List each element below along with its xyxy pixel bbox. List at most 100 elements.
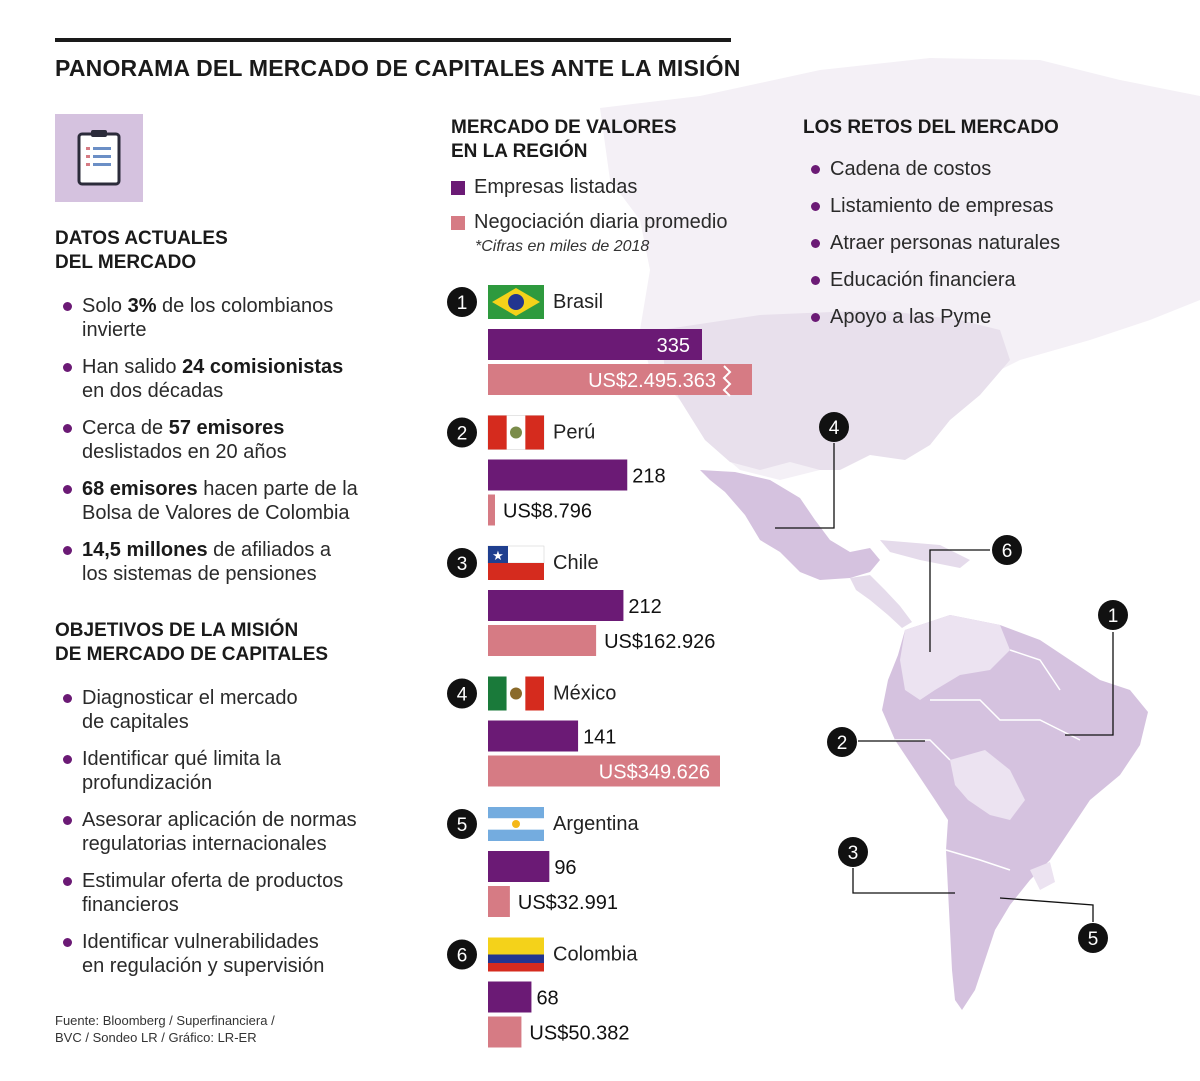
bar-listed-argentina <box>488 851 550 882</box>
datos-item-pre: Solo <box>82 295 128 317</box>
flag-emblem <box>510 426 522 439</box>
bolivia-shape <box>950 750 1025 820</box>
bar-trading-argentina <box>488 886 510 917</box>
bar-listed-label-colombia: 68 <box>536 988 558 1010</box>
objetivos-item-line2: financieros <box>82 894 179 916</box>
datos-item-line1: 68 emisores hacen parte de la <box>82 477 395 501</box>
datos-item: Han salido 24 comisionistas en dos década… <box>55 355 395 403</box>
bar-listed-brasil <box>488 329 702 360</box>
callout-line-3 <box>852 868 955 894</box>
uruguay-shape <box>1030 862 1055 890</box>
rank-badge-perú <box>447 417 477 448</box>
rank-badge-argentina-label: 5 <box>457 815 468 836</box>
datos-item: 14,5 millones de afiliados a los sistemas… <box>55 538 395 586</box>
map-callout-1-label: 1 <box>1108 606 1119 627</box>
axis-break-icon <box>722 365 732 397</box>
map-callout-6 <box>992 535 1022 565</box>
bullet-dot <box>63 938 72 947</box>
objetivos-title: OBJETIVOS DE LA MISIÓN DE MERCADO DE CAP… <box>55 619 328 667</box>
bullet-dot <box>811 165 820 174</box>
datos-item-line2: en dos décadas <box>82 380 224 402</box>
bar-listed-méxico <box>488 720 579 752</box>
bullet-dot <box>63 485 72 494</box>
flag-right <box>525 415 544 450</box>
datos-item: 68 emisores hacen parte de la Bolsa de Va… <box>55 477 395 525</box>
datos-item-post: de los colombianos <box>156 295 334 317</box>
retos-item: Educación financiera <box>803 268 1143 292</box>
map-callout-5-label: 5 <box>1088 929 1099 950</box>
datos-title: DATOS ACTUALES DEL MERCADO <box>55 227 228 275</box>
retos-item-label: Educación financiera <box>830 269 1016 291</box>
chile-flag-icon: ★ <box>487 545 545 580</box>
bar-listed-label-brasil: 335 <box>657 335 690 357</box>
bullet-dot <box>63 363 72 372</box>
bar-trading-colombia <box>488 1016 522 1048</box>
bullet-dot <box>63 755 72 764</box>
map-callout-6-label: 6 <box>1002 541 1013 562</box>
datos-item-highlight: 14,5 millones <box>82 539 208 561</box>
objetivos-item-line1: Identificar vulnerabilidades <box>82 931 319 953</box>
datos-item-highlight: 3% <box>127 295 157 317</box>
objetivos-item-line1: Asesorar aplicación de normas <box>82 809 357 831</box>
bullet-dot <box>811 239 820 248</box>
objetivos-item-line2: de capitales <box>82 711 189 733</box>
central-america-shape <box>850 575 912 628</box>
rank-badge-méxico <box>447 678 477 709</box>
objetivos-item: Asesorar aplicación de normas regulatoria… <box>55 808 400 856</box>
objetivos-list: Diagnosticar el mercado de capitales Ident… <box>55 686 400 991</box>
country-label-méxico: México <box>553 683 616 705</box>
datos-item-post: hacen parte de la <box>197 478 358 500</box>
bar-trading-méxico <box>488 755 720 787</box>
bar-trading-label-brasil: US$2.495.363 <box>588 370 716 392</box>
mercado-title-line2: EN LA REGIÓN <box>451 141 588 162</box>
datos-item-line2: deslistados en 20 años <box>82 441 287 463</box>
datos-item-pre: Cerca de <box>82 417 169 439</box>
bullet-dot <box>63 694 72 703</box>
bar-trading-chile <box>488 625 597 656</box>
footnote: *Cifras en miles de 2018 <box>475 238 650 255</box>
bar-trading-brasil <box>488 364 752 395</box>
rank-badge-colombia-label: 6 <box>457 946 468 967</box>
retos-item-label: Apoyo a las Pyme <box>830 306 992 328</box>
bar-trading-label-argentina: US$32.991 <box>518 892 618 914</box>
objetivos-item: Estimular oferta de productos financieros <box>55 869 400 917</box>
flag-sun <box>512 820 520 828</box>
rank-badge-argentina <box>447 809 477 839</box>
bar-trading-label-méxico: US$349.626 <box>599 762 710 784</box>
colombia-flag-icon <box>488 937 544 972</box>
greenland-shape <box>1010 80 1170 190</box>
legend-listed-swatch <box>451 181 465 195</box>
bullet-dot <box>63 816 72 825</box>
objetivos-item-line1: Identificar qué limita la <box>82 748 281 770</box>
north-south-america-shape <box>900 615 1010 700</box>
mexico-flag-icon <box>488 676 544 711</box>
map-callout-2 <box>827 727 857 757</box>
retos-item: Atraer personas naturales <box>803 231 1143 255</box>
bar-listed-chile <box>488 590 624 621</box>
usa-shape <box>660 310 1010 470</box>
retos-title: LOS RETOS DEL MERCADO <box>803 117 1059 138</box>
datos-item-line1: Han salido 24 comisionistas <box>82 355 395 379</box>
country-label-colombia: Colombia <box>553 944 638 966</box>
objetivos-item-line1: Estimular oferta de productos <box>82 870 344 892</box>
callout-line-5 <box>999 897 1094 922</box>
datos-item-line2: Bolsa de Valores de Colombia <box>82 502 350 524</box>
datos-item-line2: los sistemas de pensiones <box>82 563 317 585</box>
flag-right <box>525 676 544 711</box>
map-callout-3 <box>838 837 868 867</box>
source-note: Fuente: Bloomberg / Superfinanciera / BV… <box>55 1012 275 1046</box>
caribbean-shape <box>880 540 970 568</box>
datos-item-post: de afiliados a <box>207 539 332 561</box>
datos-title-line2: DEL MERCADO <box>55 252 197 273</box>
country-borders <box>895 649 1081 871</box>
source-line2: BVC / Sondeo LR / Gráfico: LR-ER <box>55 1030 257 1045</box>
bullet-dot <box>811 276 820 285</box>
map-callout-4 <box>819 412 849 442</box>
flag-left <box>488 676 507 711</box>
flag-canton <box>488 546 508 563</box>
flag-top <box>488 937 544 955</box>
country-label-brasil: Brasil <box>553 291 603 313</box>
mercado-title: MERCADO DE VALORES EN LA REGIÓN <box>451 116 677 164</box>
datos-title-line1: DATOS ACTUALES <box>55 228 228 249</box>
